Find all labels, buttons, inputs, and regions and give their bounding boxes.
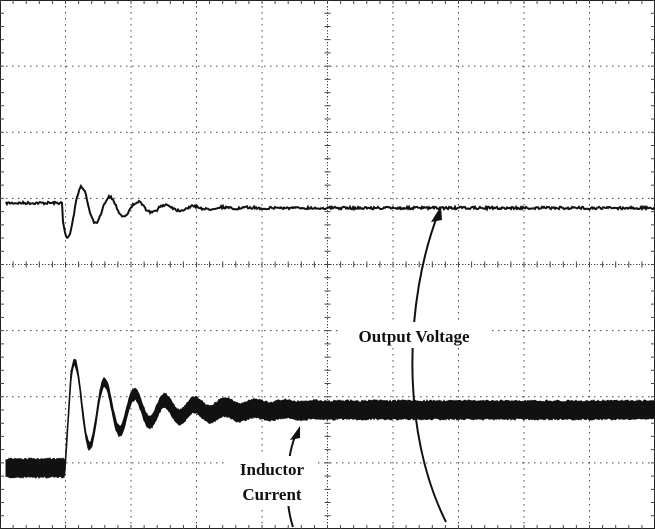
annotation: Current	[242, 485, 302, 504]
oscilloscope-screen: Output Voltage Inductor Current	[0, 0, 655, 529]
annotation: Output Voltage	[359, 327, 470, 346]
page: {"annotations": [ {"lines": ["Output Vol…	[0, 0, 655, 529]
annotation: Inductor	[240, 460, 305, 479]
